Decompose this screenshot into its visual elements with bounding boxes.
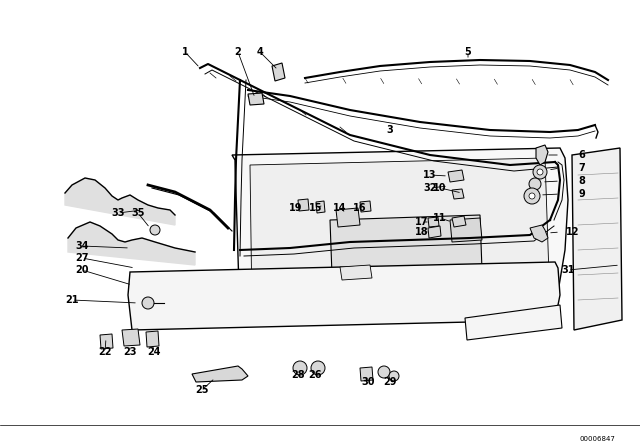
- Polygon shape: [272, 63, 285, 81]
- Text: 14: 14: [333, 203, 347, 213]
- Circle shape: [529, 178, 541, 190]
- Polygon shape: [465, 305, 562, 340]
- Polygon shape: [128, 262, 560, 330]
- Text: 00006847: 00006847: [579, 436, 615, 442]
- Polygon shape: [572, 148, 622, 330]
- Polygon shape: [452, 216, 466, 227]
- Text: 16: 16: [353, 203, 367, 213]
- Polygon shape: [100, 334, 113, 349]
- Text: 5: 5: [465, 47, 472, 57]
- Circle shape: [378, 366, 390, 378]
- Text: 19: 19: [289, 203, 303, 213]
- Polygon shape: [336, 208, 360, 227]
- Text: 15: 15: [309, 203, 323, 213]
- Polygon shape: [298, 199, 309, 211]
- Text: 9: 9: [579, 189, 586, 199]
- Circle shape: [533, 165, 547, 179]
- Text: 17: 17: [415, 217, 429, 227]
- Circle shape: [311, 361, 325, 375]
- Text: 13: 13: [423, 170, 436, 180]
- Text: 7: 7: [579, 163, 586, 173]
- Polygon shape: [536, 145, 548, 165]
- Text: 21: 21: [65, 295, 79, 305]
- Text: 34: 34: [76, 241, 89, 251]
- Text: 25: 25: [195, 385, 209, 395]
- Text: 24: 24: [147, 347, 161, 357]
- Text: 29: 29: [383, 377, 397, 387]
- Text: 28: 28: [291, 370, 305, 380]
- Polygon shape: [452, 189, 464, 199]
- Text: 1: 1: [182, 47, 188, 57]
- Text: 8: 8: [579, 176, 586, 186]
- Text: 30: 30: [361, 377, 375, 387]
- Text: 3: 3: [387, 125, 394, 135]
- Polygon shape: [448, 170, 464, 182]
- Circle shape: [529, 193, 535, 199]
- Text: 33: 33: [111, 208, 125, 218]
- Circle shape: [293, 361, 307, 375]
- Text: 11: 11: [433, 213, 447, 223]
- Text: 27: 27: [76, 253, 89, 263]
- Polygon shape: [316, 201, 325, 213]
- Text: 6: 6: [579, 150, 586, 160]
- Polygon shape: [530, 225, 548, 242]
- Text: 12: 12: [566, 227, 580, 237]
- Polygon shape: [232, 148, 568, 320]
- Polygon shape: [450, 218, 482, 242]
- Circle shape: [537, 169, 543, 175]
- Polygon shape: [360, 367, 373, 381]
- Text: 2: 2: [235, 47, 241, 57]
- Polygon shape: [428, 226, 441, 238]
- Text: 23: 23: [124, 347, 137, 357]
- Polygon shape: [330, 215, 482, 275]
- Circle shape: [389, 371, 399, 381]
- Polygon shape: [122, 329, 140, 346]
- Text: 31: 31: [561, 265, 575, 275]
- Polygon shape: [360, 201, 371, 212]
- Text: 20: 20: [76, 265, 89, 275]
- Polygon shape: [146, 331, 159, 347]
- Text: 22: 22: [99, 347, 112, 357]
- Text: 10: 10: [433, 183, 447, 193]
- Circle shape: [524, 188, 540, 204]
- Text: 4: 4: [257, 47, 264, 57]
- Text: 35: 35: [131, 208, 145, 218]
- Polygon shape: [428, 217, 439, 227]
- Polygon shape: [340, 265, 372, 280]
- Polygon shape: [250, 158, 550, 312]
- Text: 18: 18: [415, 227, 429, 237]
- Polygon shape: [68, 222, 195, 265]
- Polygon shape: [192, 366, 248, 382]
- Polygon shape: [65, 178, 175, 225]
- Text: 26: 26: [308, 370, 322, 380]
- Text: 32: 32: [423, 183, 436, 193]
- Polygon shape: [248, 93, 264, 105]
- Circle shape: [142, 297, 154, 309]
- Circle shape: [150, 225, 160, 235]
